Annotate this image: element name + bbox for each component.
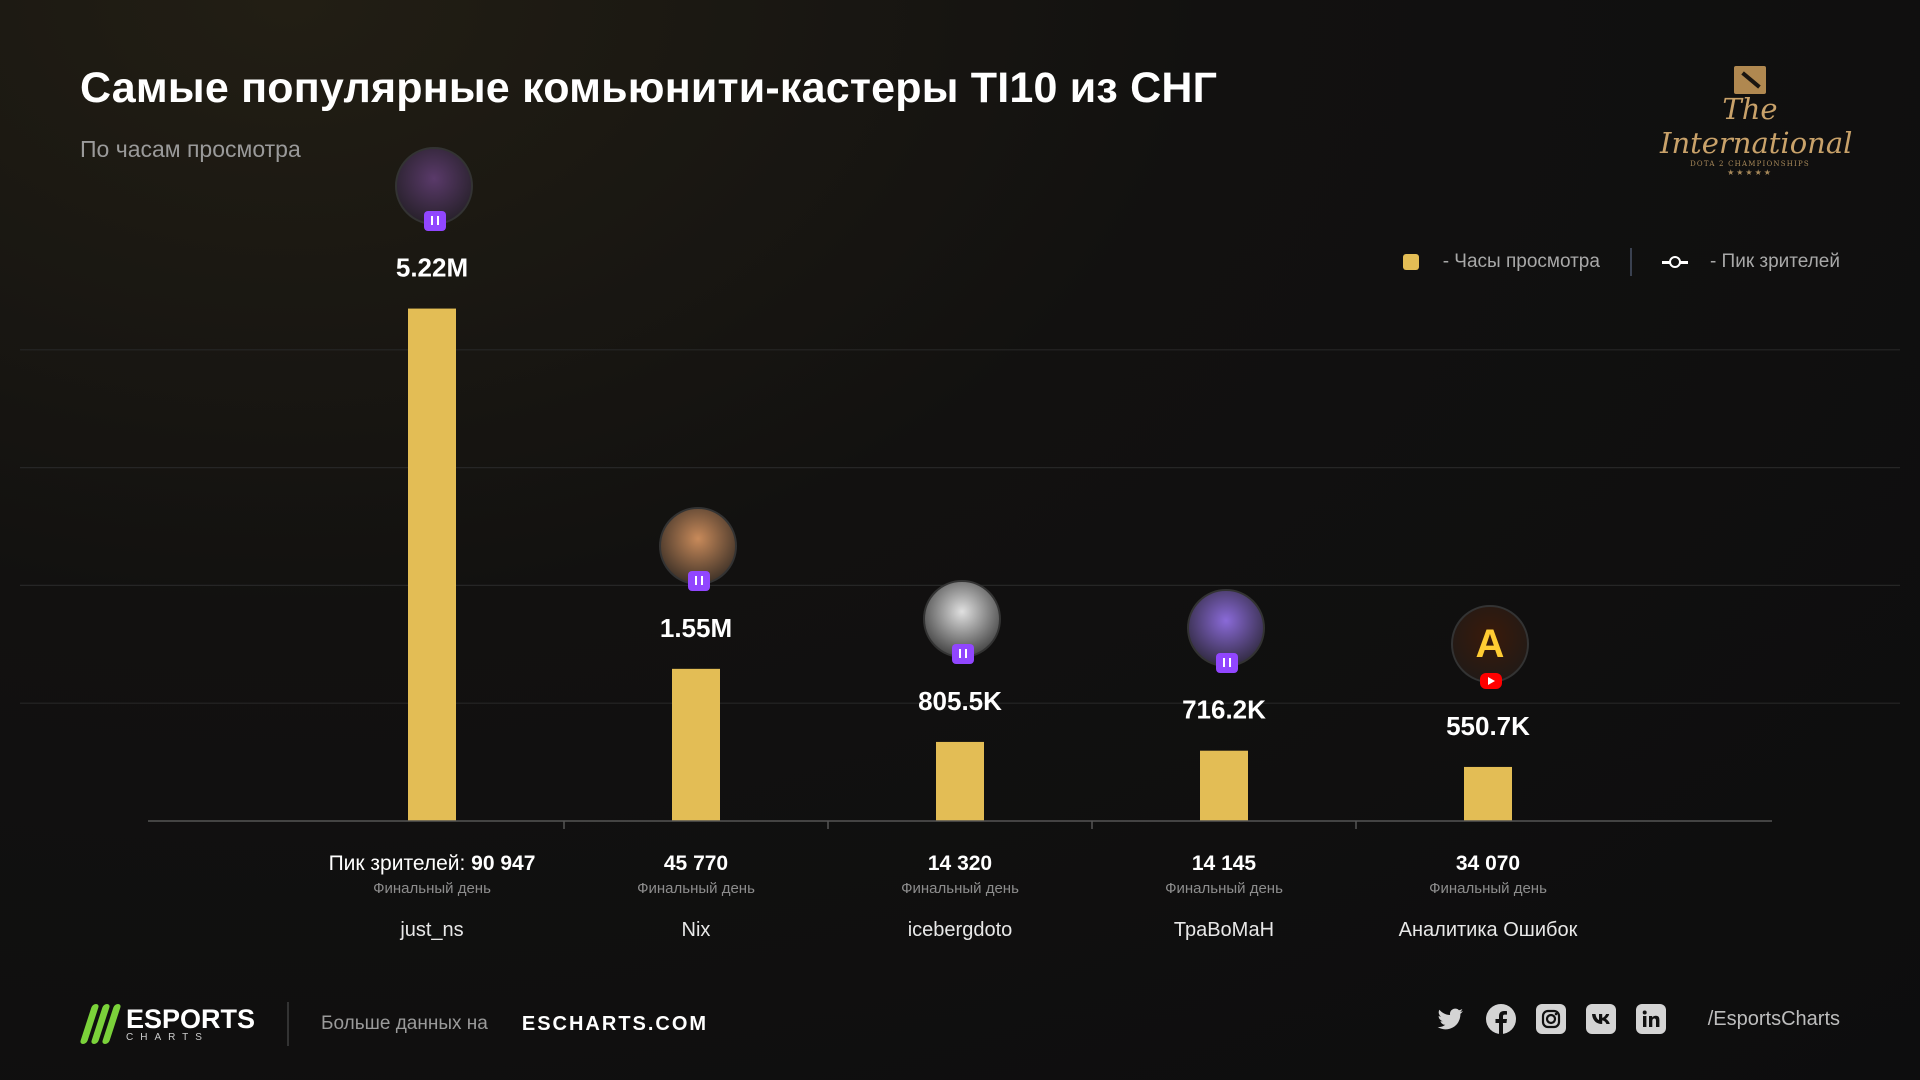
grid-lines — [20, 349, 1900, 704]
page-subtitle: По часам просмотра — [80, 136, 301, 162]
esports-charts-logo[interactable]: ESPORTS CHARTS — [79, 1003, 256, 1044]
streamer-name: icebergdoto — [907, 919, 1013, 941]
streamer-name: just_ns — [400, 919, 464, 941]
peak-viewers-number: 14 320 — [927, 852, 993, 875]
streamer-name: ТраВоМаН — [1173, 919, 1275, 941]
peak-viewers-number: 34 070 — [1455, 852, 1521, 875]
bar — [1200, 750, 1248, 821]
streamer-avatar: A — [1451, 604, 1529, 689]
twitter-icon[interactable] — [1436, 1004, 1466, 1034]
value-labels: 5.22M 1.55M 805.5K 716.2K 550.7K — [396, 253, 1530, 741]
more-data-text: Больше данных на — [321, 1013, 488, 1034]
bars — [408, 308, 1512, 821]
peak-viewers-number: 90 947 — [471, 852, 536, 875]
peak-note: Финальный день — [1429, 880, 1547, 897]
page-title: Самые популярные комьюнити-кастеры TI10 … — [80, 64, 1218, 112]
chart-legend: - Часы просмотра - Пик зрителей — [1402, 248, 1840, 276]
streamer-avatar — [923, 579, 1001, 664]
legend-peak-marker-icon — [1661, 256, 1688, 268]
peak-viewers-value: 34 070 — [1338, 852, 1638, 876]
peak-viewers-value: 45 770 — [546, 852, 846, 876]
peak-note: Финальный день — [901, 880, 1019, 897]
legend-peak-label: - Пик зрителей — [1709, 251, 1840, 272]
the-international-logo: The International DOTA 2 CHAMPIONSHIPS ★… — [1660, 66, 1852, 177]
peak-viewers-value: 14 320 — [810, 852, 1110, 876]
twitch-icon — [1216, 652, 1238, 673]
site-link[interactable]: ESCHARTS.COM — [521, 1012, 709, 1035]
footer-divider — [287, 1002, 290, 1046]
linkedin-icon[interactable] — [1635, 1004, 1666, 1034]
streamer-avatar — [395, 146, 473, 231]
twitch-icon — [688, 570, 710, 591]
peak-note: Финальный день — [637, 880, 755, 897]
bar-value-label: 716.2K — [1182, 695, 1266, 725]
ti-logo-stars: ★★★★★ — [1727, 168, 1773, 177]
esports-charts-logo-icon — [79, 1004, 122, 1044]
peak-viewers-value: Пик зрителей: 90 947 — [272, 852, 592, 876]
legend-hours-label: - Часы просмотра — [1442, 251, 1600, 272]
bar — [936, 741, 984, 821]
social-handle[interactable]: /EsportsCharts — [1707, 1007, 1840, 1030]
social-links: /EsportsCharts — [1416, 1004, 1840, 1034]
peak-note: Финальный день — [373, 880, 491, 897]
legend-hours-swatch — [1402, 254, 1419, 270]
bar — [408, 308, 456, 821]
twitch-icon — [424, 210, 446, 231]
x-axis-label: 34 070 Финальный день Аналитика Ошибок — [1338, 852, 1638, 942]
streamer-name: Nix — [681, 919, 711, 941]
streamer-avatar — [659, 506, 737, 591]
peak-viewers-number: 45 770 — [663, 852, 729, 875]
x-axis-label: 14 145 Финальный день ТраВоМаН — [1074, 852, 1374, 942]
bar — [672, 668, 720, 821]
legend-divider — [1629, 248, 1632, 276]
peak-viewers-number: 14 145 — [1191, 852, 1257, 875]
bar-value-label: 1.55M — [660, 613, 732, 643]
streamer-avatar — [1187, 588, 1265, 673]
dota-icon — [1734, 66, 1766, 94]
streamer-name: Аналитика Ошибок — [1398, 919, 1578, 941]
footer: ESPORTS CHARTS Больше данных на ESCHARTS… — [79, 1000, 709, 1048]
bar-value-label: 805.5K — [918, 686, 1002, 716]
ti-logo-script: The International — [1660, 92, 1853, 160]
peak-viewers-value: 14 145 — [1074, 852, 1374, 876]
facebook-icon[interactable] — [1485, 1004, 1516, 1034]
instagram-icon[interactable] — [1535, 1004, 1566, 1034]
vk-icon[interactable] — [1585, 1004, 1616, 1034]
x-axis-label: Пик зрителей: 90 947 Финальный день just_n… — [272, 852, 592, 942]
logo-word-esports: ESPORTS — [126, 1003, 256, 1034]
x-axis-ticks — [563, 821, 1357, 829]
x-axis-label: 45 770 Финальный день Nix — [546, 852, 846, 942]
peak-note: Финальный день — [1165, 880, 1283, 897]
peak-viewers-prefix: Пик зрителей: — [328, 852, 472, 875]
youtube-icon — [1480, 672, 1502, 689]
bar-value-label: 550.7K — [1446, 711, 1530, 741]
logo-word-charts: CHARTS — [126, 1031, 209, 1043]
twitch-icon — [952, 643, 974, 664]
x-axis-label: 14 320 Финальный день icebergdoto — [810, 852, 1110, 942]
avatar-letter-icon: A — [1475, 621, 1505, 666]
ti-logo-subtitle: DOTA 2 CHAMPIONSHIPS — [1690, 160, 1810, 168]
bar — [1464, 766, 1512, 821]
bar-value-label: 5.22M — [396, 253, 468, 283]
